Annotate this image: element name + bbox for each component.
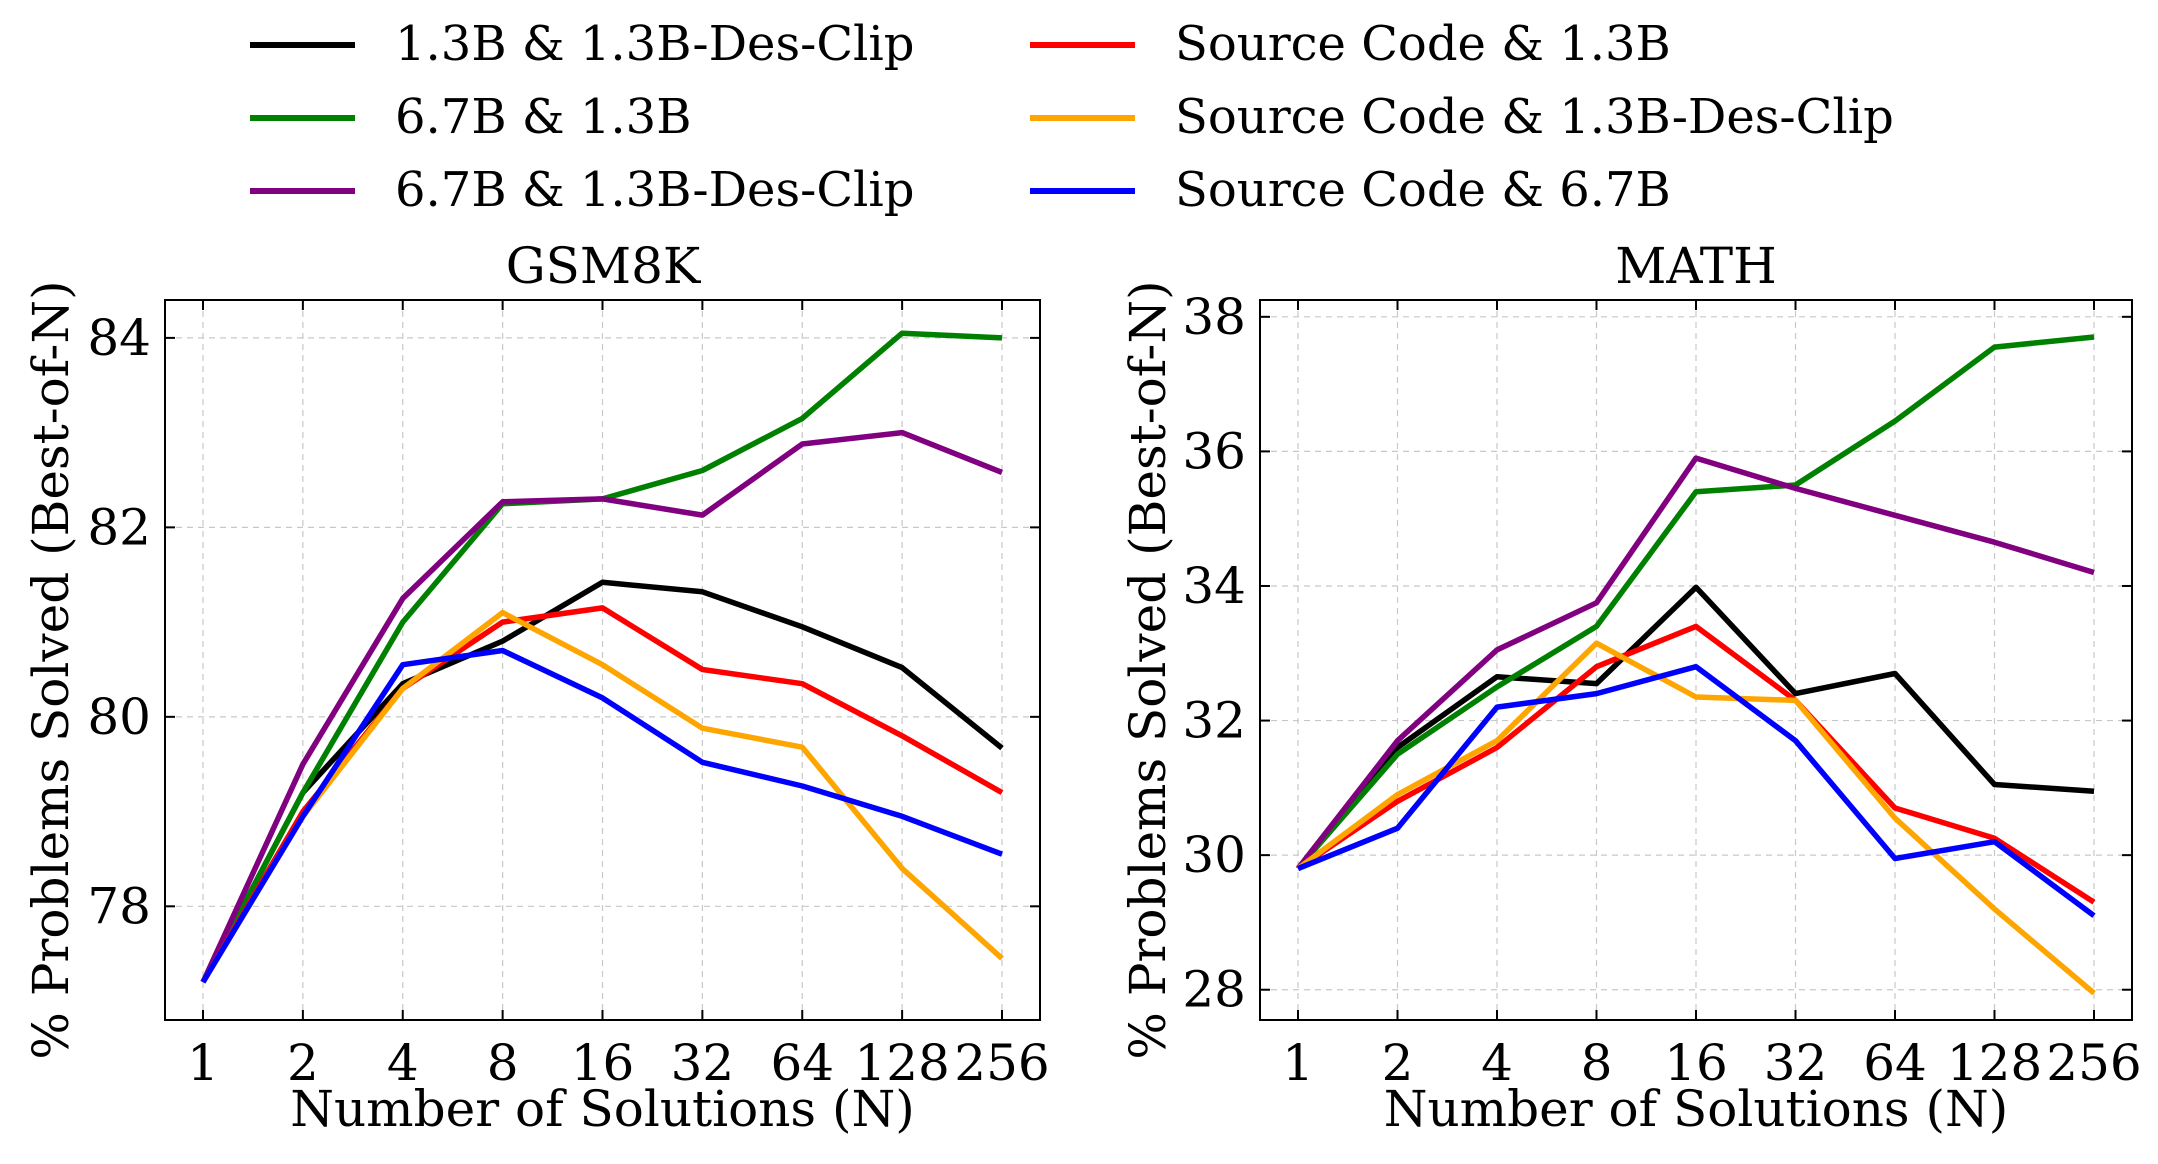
series-line-source-code-1-3b-des-clip [1296,640,2096,996]
x-tick-label: 4 [1481,1034,1513,1092]
y-tick-label: 38 [1182,288,1246,346]
x-axis-label: Number of Solutions (N) [1384,1080,2009,1138]
legend: 1.3B & 1.3B-Des-Clip 6.7B & 1.3B 6.7B & 1.… [250,16,1894,218]
legend-label-source-code-1-3b: Source Code & 1.3B [1175,16,1671,72]
y-tick-label: 36 [1182,422,1246,480]
series-line-source-code-1-3b [1296,623,2096,905]
legend-label-source-code-6-7b: Source Code & 6.7B [1175,162,1671,218]
series-line-1-3b-1-3b-des-clip [200,579,1004,984]
x-tick-label: 8 [1581,1034,1613,1092]
chart-title: GSM8K [506,237,702,295]
x-tick-label: 16 [571,1034,635,1092]
x-tick-label: 8 [487,1034,519,1092]
x-axis-label: Number of Solutions (N) [290,1080,915,1138]
legend-label-6-7b-1-3b: 6.7B & 1.3B [395,89,691,145]
x-tick-label: 16 [1664,1034,1728,1092]
y-tick-label: 32 [1182,692,1246,750]
x-tick-label: 32 [1764,1034,1828,1092]
series-line-1-3b-1-3b-des-clip [1295,584,2095,871]
gsm8k-panel: 1 2 4 8 16 32 64 128 256 78 80 82 84 GSM8K Number of S… [22,237,1050,1138]
x-tick-label: 2 [1382,1034,1414,1092]
series-line-source-code-6-7b [1296,663,2096,918]
y-axis-label: % Problems Solved (Best-of-N) [1119,280,1177,1059]
x-tick-label: 4 [387,1034,419,1092]
y-tick-label: 28 [1182,961,1246,1019]
plot-frame [164,299,1041,1021]
series-line-6-7b-1-3b-des-clip [200,429,1004,984]
x-tick-label: 256 [2046,1034,2141,1092]
series-line-source-code-6-7b [200,647,1003,984]
x-tick-label: 64 [770,1034,834,1092]
chart-title: MATH [1615,237,1777,295]
y-tick-label: 80 [87,688,151,746]
y-axis-label: % Problems Solved (Best-of-N) [22,280,80,1059]
y-tick-label: 84 [87,309,151,367]
y-tick-label: 78 [87,877,151,935]
series-line-6-7b-1-3b-des-clip [1295,455,2095,871]
legend-label-6-7b-1-3b-des-clip: 6.7B & 1.3B-Des-Clip [395,162,914,218]
x-tick-label: 2 [287,1034,319,1092]
series-line-6-7b-1-3b [1295,334,2095,871]
x-tick-label: 128 [1947,1034,2042,1092]
x-tick-label: 1 [187,1034,219,1092]
y-tick-label: 34 [1182,557,1246,615]
x-tick-label: 64 [1863,1034,1927,1092]
x-tick-label: 32 [671,1034,735,1092]
legend-label-1-3b-1-3b-des-clip: 1.3B & 1.3B-Des-Clip [395,16,914,72]
series-line-source-code-1-3b-des-clip [200,609,1004,984]
x-tick-label: 256 [954,1034,1049,1092]
y-tick-label: 82 [87,498,151,556]
x-tick-label: 1 [1282,1034,1314,1092]
x-tick-label: 128 [854,1034,949,1092]
legend-label-source-code-1-3b-des-clip: Source Code & 1.3B-Des-Clip [1175,89,1894,145]
math-panel: 1 2 4 8 16 32 64 128 256 28 30 32 34 36 38 MATH Number o… [1119,237,2142,1138]
y-tick-label: 30 [1182,826,1246,884]
